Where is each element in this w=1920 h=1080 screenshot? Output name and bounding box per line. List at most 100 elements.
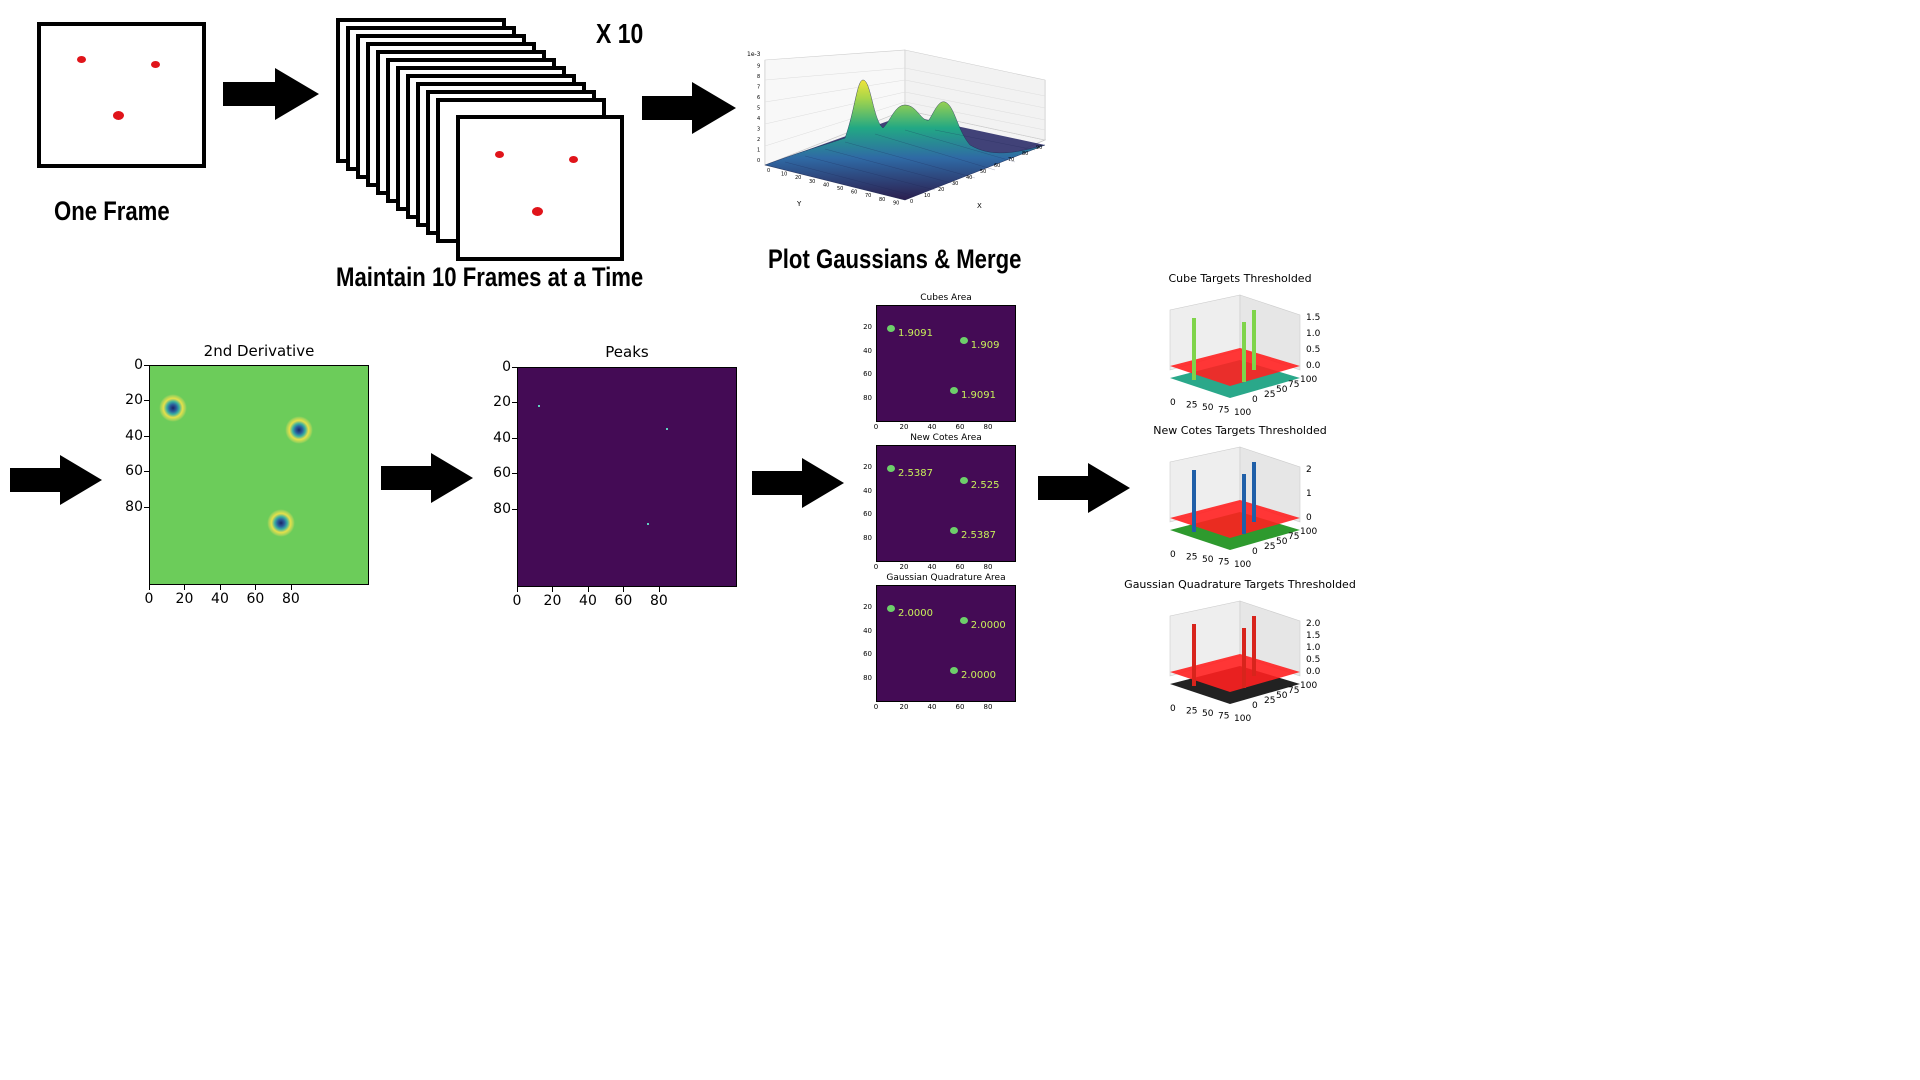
area-spot — [959, 617, 968, 625]
x-tick-label: 0 — [1170, 398, 1176, 408]
area-x-tick: 60 — [955, 423, 965, 431]
x-tick-label: 40 — [966, 175, 972, 181]
y-tick-mark — [512, 473, 517, 475]
x-tick-mark — [658, 587, 660, 592]
area-x-tick: 20 — [899, 703, 909, 711]
area-x-tick: 40 — [927, 423, 937, 431]
arrow-right-icon — [381, 453, 473, 503]
y-tick-mark — [512, 367, 517, 368]
y-tick-label: 20 — [125, 392, 143, 409]
z-tick-label: 0.0 — [1306, 361, 1321, 371]
y-tick-label: 10 — [781, 172, 787, 178]
y-tick-label: 60 — [125, 463, 143, 480]
area-plot-title: Cubes Area — [920, 293, 972, 303]
x-tick-mark — [184, 585, 186, 590]
area-spot — [950, 527, 958, 535]
area-value-label: 2.5387 — [898, 468, 933, 480]
y-tick-label: 75 — [1288, 686, 1299, 696]
single-frame — [37, 22, 206, 168]
target-bar — [1242, 322, 1246, 382]
y-tick-label: 80 — [493, 500, 511, 517]
multiplier-label: X 10 — [596, 18, 644, 49]
area-spot — [887, 605, 895, 613]
plot-2nd-derivative — [149, 365, 369, 585]
x-tick-label: 60 — [614, 593, 633, 609]
area-plot: 1.9091 1.909 1.9091 — [876, 305, 1016, 422]
y-tick-label: 50 — [837, 186, 843, 192]
area-spot — [887, 465, 895, 473]
x-tick-label: 20 — [938, 187, 944, 193]
area-spot — [959, 337, 968, 345]
y-tick-label: 60 — [493, 465, 511, 482]
y-tick-label: 50 — [1276, 691, 1288, 701]
target-bar — [1192, 470, 1196, 532]
area-plot-title: New Cotes Area — [910, 433, 982, 443]
target-bar — [1192, 624, 1196, 686]
area-x-tick: 60 — [955, 563, 965, 571]
area-x-tick: 0 — [873, 423, 879, 431]
area-value-label: 2.0000 — [898, 608, 933, 620]
x-tick-label: 60 — [246, 591, 265, 607]
y-tick-label: 0 — [1252, 701, 1258, 711]
threshold-plot-title: Cube Targets Thresholded — [1168, 272, 1312, 285]
threshold-plot-title: New Cotes Targets Thresholded — [1153, 424, 1327, 437]
y-tick-label: 100 — [1300, 375, 1317, 385]
area-value-label: 2.0000 — [970, 620, 1006, 632]
z-tick-label: 9 — [757, 64, 760, 70]
y-tick-label: 0 — [502, 359, 511, 375]
z-tick-label: 1.5 — [1306, 631, 1320, 641]
y-tick-mark — [144, 400, 149, 402]
y-tick-label: 0 — [1252, 547, 1258, 557]
caption-one-frame: One Frame — [54, 196, 170, 226]
y-tick-mark — [512, 437, 517, 439]
x-tick-mark — [290, 585, 292, 590]
x-tick-mark — [552, 587, 554, 592]
area-value-label: 1.9091 — [961, 390, 996, 402]
derivative-spot — [285, 416, 313, 444]
arrow-right-icon — [223, 68, 319, 120]
x-tick-label: 90 — [1036, 145, 1042, 151]
area-x-tick: 80 — [983, 423, 993, 431]
x-tick-mark — [219, 585, 221, 590]
area-x-tick: 20 — [899, 423, 909, 431]
area-x-tick: 0 — [873, 563, 879, 571]
area-spot — [950, 667, 958, 675]
y-tick-label: 75 — [1288, 532, 1299, 542]
area-x-tick: 40 — [927, 563, 937, 571]
x-tick-label: 80 — [1022, 151, 1028, 157]
red-dot — [495, 151, 504, 158]
y-tick-label: 0 — [134, 357, 143, 373]
area-y-tick: 20 — [863, 323, 872, 332]
area-spot — [950, 387, 958, 395]
x-tick-label: 25 — [1186, 553, 1197, 563]
y-tick-label: 25 — [1264, 390, 1275, 400]
z-tick-label: 8 — [757, 74, 760, 80]
area-y-tick: 80 — [863, 393, 872, 402]
derivative-spot — [267, 509, 295, 537]
y-tick-label: 40 — [125, 427, 143, 444]
x-tick-mark — [587, 587, 589, 592]
z-tick-label: 2.0 — [1306, 619, 1321, 629]
area-y-tick: 40 — [863, 346, 872, 355]
area-value-label: 1.909 — [970, 340, 1000, 352]
y-tick-label: 75 — [1288, 380, 1299, 390]
x-tick-label: 80 — [650, 593, 668, 609]
z-tick-label: 0.5 — [1306, 655, 1320, 665]
y-tick-label: 20 — [493, 394, 511, 411]
z-tick-label: 1.0 — [1306, 643, 1321, 653]
y-tick-label: 80 — [125, 498, 143, 515]
threshold-plot-title: Gaussian Quadrature Targets Thresholded — [1124, 578, 1356, 591]
z-tick-label: 1.0 — [1306, 329, 1321, 339]
area-value-label: 1.9091 — [898, 328, 933, 340]
x-tick-label: 20 — [543, 593, 562, 609]
arrow-right-icon — [752, 458, 844, 508]
arrow-right-icon — [1038, 463, 1130, 513]
y-tick-label: 30 — [809, 179, 815, 185]
area-y-tick: 20 — [863, 463, 872, 472]
area-y-tick: 80 — [863, 533, 872, 542]
threshold-plane — [1170, 500, 1300, 538]
area-y-tick: 60 — [863, 650, 872, 659]
